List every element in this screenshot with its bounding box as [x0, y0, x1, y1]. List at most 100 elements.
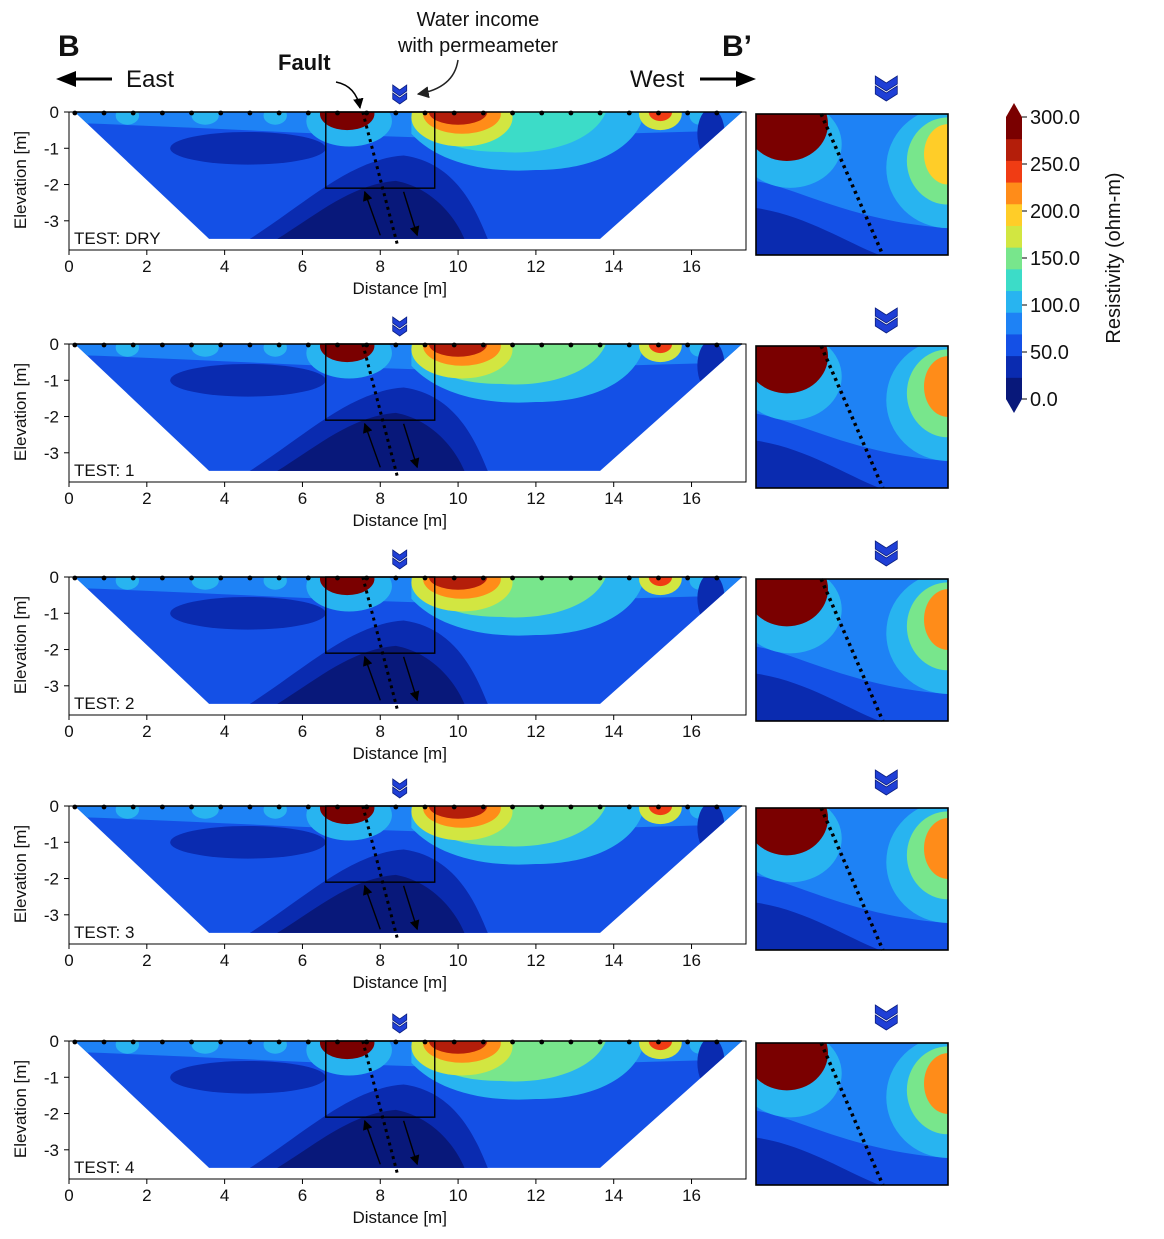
y-tick-label: -2 — [44, 408, 59, 427]
colorbar-tick-label: 300.0 — [1030, 107, 1080, 129]
y-tick-label: -3 — [44, 677, 59, 696]
y-tick-label: -2 — [44, 1105, 59, 1124]
colorbar-segment — [1006, 290, 1022, 313]
slip-arrow-down — [402, 1120, 420, 1166]
zoom-permeameter-chevron-icon — [874, 540, 898, 557]
zoom-fault-line — [819, 345, 885, 489]
zoom-deep — [756, 673, 880, 721]
zoom-field — [756, 114, 948, 255]
colorbar-segment — [1006, 355, 1022, 378]
y-tick-label: 0 — [50, 1032, 59, 1051]
x-tick-label: 10 — [449, 1186, 468, 1205]
slip-arrow-up — [363, 190, 381, 236]
body-right-core — [428, 1041, 488, 1054]
slip-arrow-down — [402, 885, 420, 931]
colorbar-segments — [1006, 103, 1022, 413]
panels: 0 2 4 6 8 10 12 14 16 Distance [m] 0 -1 -2 -3 Elevatio… — [11, 75, 949, 1227]
x-tick-label: 4 — [220, 489, 229, 508]
y-axis-title: Elevation [m] — [11, 825, 30, 923]
zoom-deep — [756, 1137, 880, 1185]
x-tick-label: 10 — [449, 722, 468, 741]
x-tick-label: 14 — [604, 1186, 623, 1205]
zoom-right-core — [924, 1053, 948, 1114]
permeameter-chevron-icon — [392, 778, 408, 791]
y-tick-label: -1 — [44, 139, 59, 158]
x-tick-label: 12 — [526, 257, 545, 276]
zoom-panel-0 — [755, 75, 949, 256]
header: B B’ East West Fault Water income with p… — [56, 9, 756, 110]
east-arrowhead-icon — [56, 71, 76, 87]
zoom-right-core — [924, 124, 948, 185]
colorbar-bottom-extension — [1006, 399, 1022, 413]
colorbar-segment — [1006, 247, 1022, 270]
x-tick-label: 0 — [64, 489, 73, 508]
zoom-permeameter-chevron-icon — [874, 550, 898, 567]
zoom-deep — [756, 208, 880, 255]
colorbar-segment — [1006, 377, 1022, 400]
x-tick-label: 12 — [526, 1186, 545, 1205]
zoom-frame — [755, 807, 949, 951]
x-tick-label: 14 — [604, 722, 623, 741]
water-label-line1: Water income — [417, 9, 540, 31]
y-tick-label: -3 — [44, 212, 59, 231]
x-tick-label: 0 — [64, 722, 73, 741]
x-tick-label: 0 — [64, 257, 73, 276]
test-label: TEST: 2 — [74, 694, 134, 713]
shallow-anomaly-2 — [263, 577, 287, 590]
y-tick-label: -3 — [44, 444, 59, 463]
x-tick-label: 14 — [604, 489, 623, 508]
west-arrowhead-icon — [736, 71, 756, 87]
colorbar-segment — [1006, 312, 1022, 335]
x-tick-label: 10 — [449, 951, 468, 970]
permeameter-chevron-icon — [392, 786, 408, 799]
slip-arrow-down — [402, 656, 420, 702]
body-fault-core — [319, 112, 375, 131]
water-pointer-icon — [416, 59, 459, 99]
x-tick-label: 16 — [682, 951, 701, 970]
zoom-window — [325, 111, 436, 189]
zoom-fault-core — [756, 114, 828, 161]
x-tick-label: 12 — [526, 951, 545, 970]
test-label: TEST: 3 — [74, 923, 134, 942]
body-fault-core — [319, 344, 375, 363]
x-tick-label: 14 — [604, 257, 623, 276]
y-axis-title: Elevation [m] — [11, 363, 30, 461]
permeameter-chevron-icon — [392, 316, 408, 329]
colorbar-ticks: 300.0 250.0 200.0 150.0 100.0 50.0 0.0 — [1022, 107, 1080, 411]
zoom-window — [325, 805, 436, 883]
x-tick-label: 16 — [682, 722, 701, 741]
colorbar-top-extension — [1006, 103, 1022, 117]
colorbar-segment — [1006, 182, 1022, 205]
shallow-anomaly-2 — [263, 112, 287, 125]
left-lens — [170, 1060, 326, 1094]
colorbar-tick-label: 150.0 — [1030, 248, 1080, 270]
zoom-permeameter-chevron-icon — [874, 769, 898, 786]
x-tick-label: 12 — [526, 489, 545, 508]
colorbar-fill — [1006, 103, 1022, 413]
x-tick-label: 6 — [298, 722, 307, 741]
x-tick-label: 14 — [604, 951, 623, 970]
zoom-permeameter-chevron-icon — [874, 317, 898, 334]
zoom-right-core — [924, 589, 948, 650]
zoom-window — [325, 1040, 436, 1118]
ert-panel-4: 0 2 4 6 8 10 12 14 16 Distance [m] 0 -1 -2 -3 Elevatio… — [11, 1004, 949, 1227]
direction-right-label: West — [630, 66, 685, 93]
x-tick-label: 4 — [220, 257, 229, 276]
y-axis-title: Elevation [m] — [11, 596, 30, 694]
section-start-label: B — [58, 30, 80, 63]
y-tick-label: -1 — [44, 833, 59, 852]
zoom-fault-core — [756, 346, 828, 394]
zoom-panel-4 — [755, 1004, 949, 1186]
colorbar-segment — [1006, 203, 1022, 226]
zoom-panel-1 — [755, 307, 949, 489]
slip-arrow-up — [363, 884, 381, 930]
x-tick-label: 4 — [220, 1186, 229, 1205]
zoom-permeameter-chevron-icon — [874, 85, 898, 102]
fault-line — [361, 111, 400, 247]
x-tick-label: 8 — [376, 257, 385, 276]
y-tick-label: -2 — [44, 176, 59, 195]
body-right-core — [428, 577, 488, 590]
ert-panel-2: 0 2 4 6 8 10 12 14 16 Distance [m] 0 -1 -2 -3 Elevatio… — [11, 540, 949, 763]
zoom-window — [325, 576, 436, 654]
